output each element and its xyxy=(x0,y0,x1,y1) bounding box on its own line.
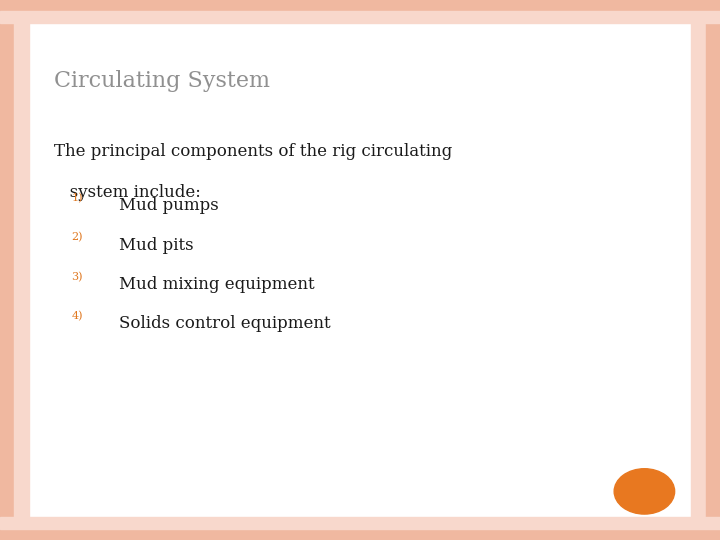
Bar xyxy=(0,0,14,540)
Bar xyxy=(14,0,29,540)
Text: Solids control equipment: Solids control equipment xyxy=(119,315,330,332)
Text: The principal components of the rig circulating: The principal components of the rig circ… xyxy=(54,143,452,160)
Text: system include:: system include: xyxy=(54,184,201,200)
Text: 2): 2) xyxy=(71,232,83,242)
Text: Mud pumps: Mud pumps xyxy=(119,197,219,214)
Circle shape xyxy=(614,469,675,514)
Text: Mud mixing equipment: Mud mixing equipment xyxy=(119,276,315,293)
Bar xyxy=(0,529,720,540)
Text: 4): 4) xyxy=(71,311,83,321)
Bar xyxy=(0,517,720,529)
Bar xyxy=(0,0,720,11)
Bar xyxy=(706,0,720,540)
Bar xyxy=(691,0,706,540)
Text: Mud pits: Mud pits xyxy=(119,237,194,253)
Bar xyxy=(0,11,720,23)
Text: Circulating System: Circulating System xyxy=(54,70,270,92)
Text: 3): 3) xyxy=(71,272,83,282)
Text: 1): 1) xyxy=(71,193,83,203)
